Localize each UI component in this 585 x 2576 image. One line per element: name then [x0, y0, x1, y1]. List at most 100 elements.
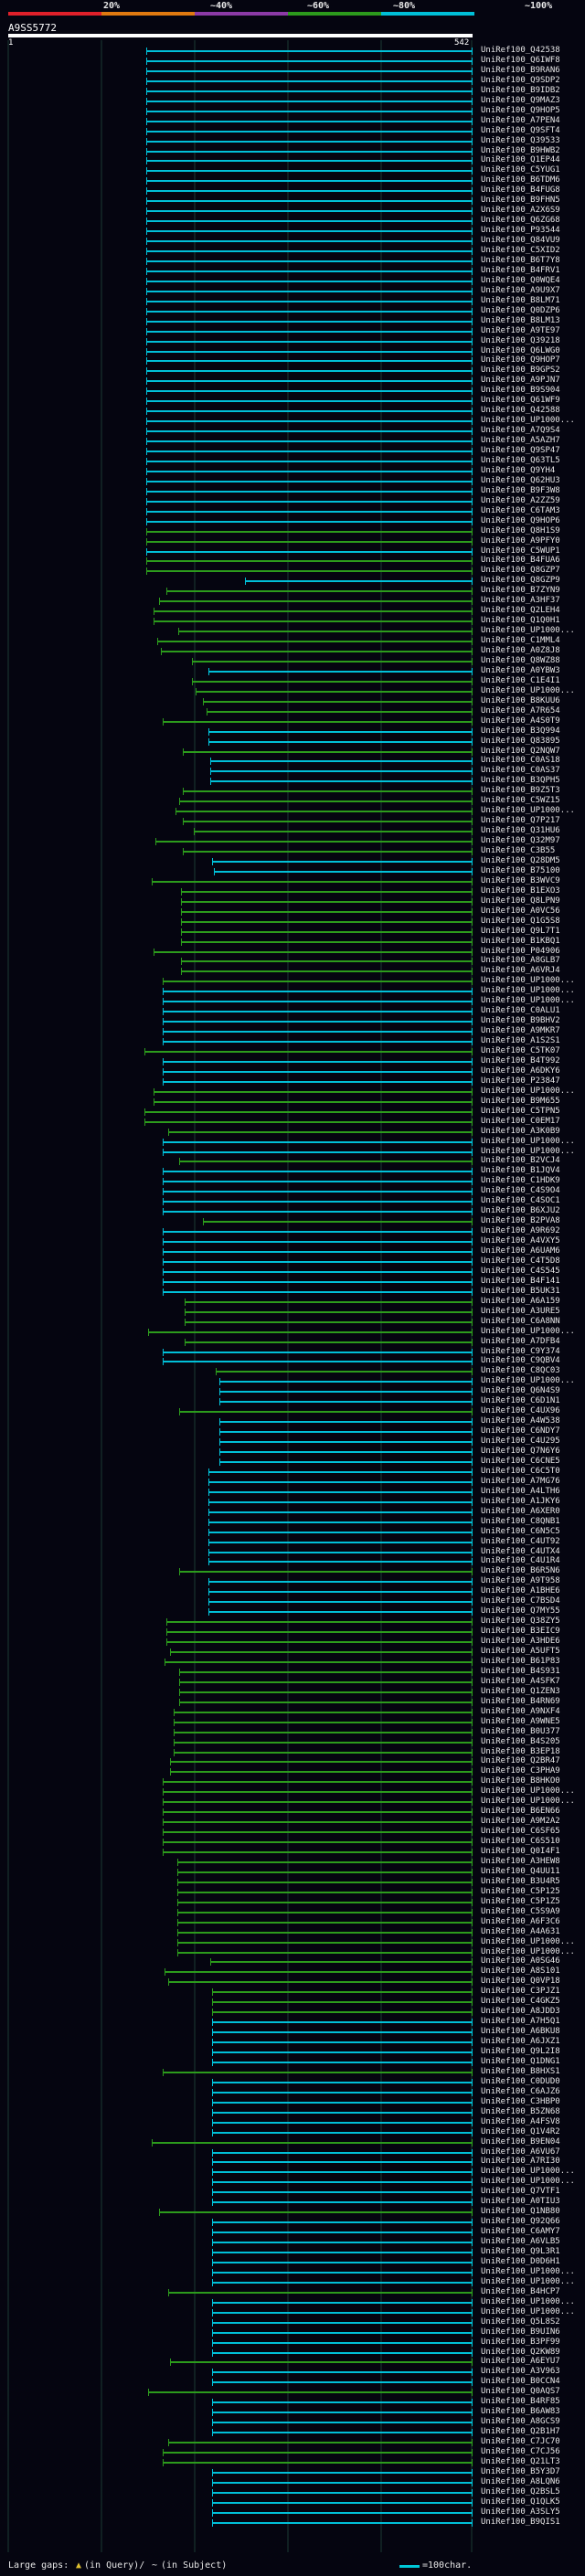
hit-label-link[interactable]: UniRef100_Q7P217 — [481, 816, 560, 826]
hit-label-link[interactable]: UniRef100_C4S9O4 — [481, 1186, 560, 1196]
hit-bar[interactable] — [163, 1270, 472, 1273]
hit-row[interactable]: UniRef100_A4SFK7 — [0, 1677, 585, 1687]
hit-bar[interactable] — [163, 1031, 472, 1034]
hit-bar[interactable] — [208, 1511, 472, 1513]
hit-label-link[interactable]: UniRef100_A6A159 — [481, 1296, 560, 1306]
hit-row[interactable]: UniRef100_C7BSD4 — [0, 1596, 585, 1606]
hit-bar[interactable] — [219, 1401, 472, 1404]
hit-label-link[interactable]: UniRef100_UP1000... — [481, 2266, 575, 2276]
hit-row[interactable]: UniRef100_Q92Q66 — [0, 2217, 585, 2227]
hit-bar[interactable] — [146, 280, 472, 282]
hit-label-link[interactable]: UniRef100_A6F3C6 — [481, 1916, 560, 1926]
hit-row[interactable]: UniRef100_Q0DZP6 — [0, 306, 585, 316]
hit-label-link[interactable]: UniRef100_Q0VP18 — [481, 1977, 560, 1987]
hit-label-link[interactable]: UniRef100_Q84VU9 — [481, 236, 560, 246]
hit-label-link[interactable]: UniRef100_B8HKO0 — [481, 1776, 560, 1786]
hit-bar[interactable] — [203, 1221, 472, 1224]
hit-bar[interactable] — [210, 1961, 472, 1964]
hit-bar[interactable] — [146, 570, 472, 573]
hit-row[interactable]: UniRef100_C1HDK9 — [0, 1176, 585, 1186]
hit-label-link[interactable]: UniRef100_Q9SP47 — [481, 446, 560, 455]
hit-label-link[interactable]: UniRef100_A4S0T9 — [481, 716, 560, 726]
hit-row[interactable]: UniRef100_Q62HU3 — [0, 476, 585, 486]
hit-label-link[interactable]: UniRef100_Q6N4S9 — [481, 1386, 560, 1396]
hit-row[interactable]: UniRef100_B9GPS2 — [0, 366, 585, 376]
hit-label-link[interactable]: UniRef100_Q42588 — [481, 406, 560, 416]
hit-label-link[interactable]: UniRef100_UP1000... — [481, 1326, 575, 1336]
hit-label-link[interactable]: UniRef100_A6UAM6 — [481, 1246, 560, 1256]
hit-row[interactable]: UniRef100_Q9L7T1 — [0, 927, 585, 937]
hit-bar[interactable] — [177, 1941, 472, 1944]
hit-label-link[interactable]: UniRef100_C0ALU1 — [481, 1006, 560, 1016]
hit-row[interactable]: UniRef100_UP1000... — [0, 1087, 585, 1097]
hit-row[interactable]: UniRef100_C6SF65 — [0, 1827, 585, 1837]
hit-label-link[interactable]: UniRef100_UP1000... — [481, 996, 575, 1006]
hit-bar[interactable] — [179, 1161, 472, 1163]
hit-bar[interactable] — [177, 1891, 472, 1893]
hit-bar[interactable] — [146, 120, 472, 122]
hit-row[interactable]: UniRef100_UP1000... — [0, 626, 585, 636]
hit-row[interactable]: UniRef100_Q21LT3 — [0, 2457, 585, 2467]
hit-row[interactable]: UniRef100_Q9YH4 — [0, 466, 585, 476]
hit-row[interactable]: UniRef100_UP1000... — [0, 2307, 585, 2317]
hit-bar[interactable] — [174, 1721, 472, 1723]
hit-label-link[interactable]: UniRef100_B3U4R5 — [481, 1876, 560, 1886]
hit-bar[interactable] — [212, 2351, 472, 2354]
hit-bar[interactable] — [163, 1080, 472, 1083]
hit-bar[interactable] — [163, 1251, 472, 1253]
hit-bar[interactable] — [212, 2491, 472, 2494]
hit-bar[interactable] — [212, 2422, 472, 2424]
hit-row[interactable]: UniRef100_A7R654 — [0, 706, 585, 716]
hit-row[interactable]: UniRef100_Q6IWF8 — [0, 56, 585, 66]
hit-bar[interactable] — [146, 530, 472, 533]
hit-label-link[interactable]: UniRef100_A3V963 — [481, 2367, 560, 2377]
hit-label-link[interactable]: UniRef100_Q63TL5 — [481, 455, 560, 465]
hit-label-link[interactable]: UniRef100_A3URE5 — [481, 1306, 560, 1316]
hit-bar[interactable] — [208, 1591, 472, 1594]
hit-row[interactable]: UniRef100_C4UTX4 — [0, 1547, 585, 1557]
hit-label-link[interactable]: UniRef100_P93544 — [481, 226, 560, 236]
hit-row[interactable]: UniRef100_A8JDD3 — [0, 2007, 585, 2017]
hit-label-link[interactable]: UniRef100_Q1DNG1 — [481, 2056, 560, 2066]
hit-row[interactable]: UniRef100_Q9SDP2 — [0, 76, 585, 86]
hit-label-link[interactable]: UniRef100_D0D6H1 — [481, 2256, 560, 2266]
hit-bar[interactable] — [212, 1991, 472, 1994]
hit-row[interactable]: UniRef100_Q0WQE4 — [0, 276, 585, 286]
hit-bar[interactable] — [163, 1060, 472, 1063]
hit-row[interactable]: UniRef100_Q8LPN9 — [0, 896, 585, 906]
hit-label-link[interactable]: UniRef100_B75100 — [481, 865, 560, 875]
hit-label-link[interactable]: UniRef100_B6EN66 — [481, 1807, 560, 1817]
hit-bar[interactable] — [185, 1300, 472, 1303]
hit-row[interactable]: UniRef100_C5S9A9 — [0, 1907, 585, 1917]
hit-row[interactable]: UniRef100_UP1000... — [0, 2267, 585, 2277]
hit-bar[interactable] — [212, 2432, 472, 2434]
hit-bar[interactable] — [146, 69, 472, 72]
hit-label-link[interactable]: UniRef100_UP1000... — [481, 1136, 575, 1146]
hit-row[interactable]: UniRef100_C4UX96 — [0, 1406, 585, 1416]
hit-bar[interactable] — [163, 1280, 472, 1283]
hit-row[interactable]: UniRef100_C4U295 — [0, 1436, 585, 1447]
hit-label-link[interactable]: UniRef100_A9T958 — [481, 1576, 560, 1586]
hit-row[interactable]: UniRef100_B0U377 — [0, 1727, 585, 1737]
hit-bar[interactable] — [181, 970, 472, 973]
hit-row[interactable]: UniRef100_B3EP18 — [0, 1747, 585, 1757]
hit-row[interactable]: UniRef100_A9T958 — [0, 1576, 585, 1586]
hit-row[interactable]: UniRef100_B9UIN6 — [0, 2327, 585, 2337]
hit-row[interactable]: UniRef100_UP1000... — [0, 2167, 585, 2177]
hit-row[interactable]: UniRef100_A3HDE6 — [0, 1637, 585, 1647]
hit-row[interactable]: UniRef100_B1EXO3 — [0, 886, 585, 896]
hit-label-link[interactable]: UniRef100_B4F141 — [481, 1276, 560, 1286]
hit-bar[interactable] — [179, 1701, 472, 1703]
hit-label-link[interactable]: UniRef100_A8JDD3 — [481, 2007, 560, 2017]
hit-label-link[interactable]: UniRef100_A8GLB7 — [481, 956, 560, 966]
hit-bar[interactable] — [216, 1371, 472, 1373]
hit-row[interactable]: UniRef100_C3PHA9 — [0, 1766, 585, 1776]
hit-label-link[interactable]: UniRef100_C7BSD4 — [481, 1596, 560, 1606]
hit-label-link[interactable]: UniRef100_B4FUG8 — [481, 186, 560, 196]
hit-label-link[interactable]: UniRef100_Q9L7T1 — [481, 926, 560, 936]
hit-label-link[interactable]: UniRef100_Q2LEH4 — [481, 606, 560, 616]
hit-label-link[interactable]: UniRef100_C1HDK9 — [481, 1176, 560, 1186]
hit-bar[interactable] — [203, 700, 472, 703]
hit-bar[interactable] — [168, 1130, 472, 1133]
hit-label-link[interactable]: UniRef100_C9Y374 — [481, 1346, 560, 1356]
